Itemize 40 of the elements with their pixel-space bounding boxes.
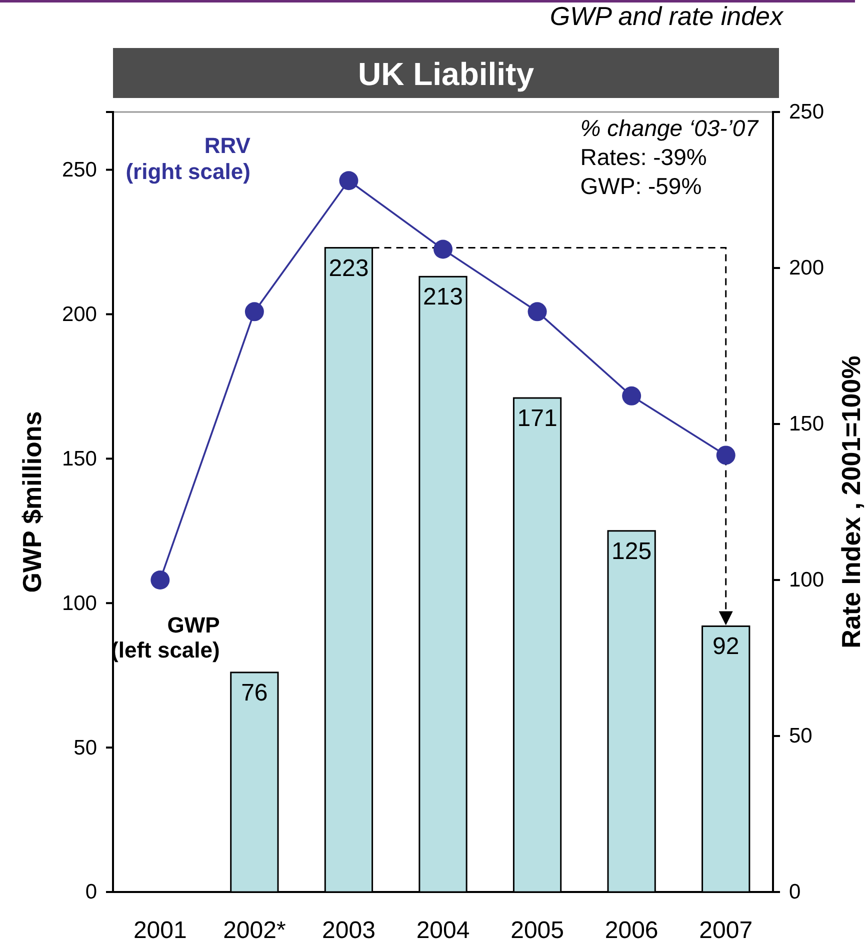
x-tick-label: 2001 xyxy=(133,917,187,941)
text: RRV (right scale) xyxy=(126,133,251,184)
x-tick-label: 2003 xyxy=(322,917,376,941)
x-tick-label: 2004 xyxy=(416,917,470,941)
y2-tick-label: 50 xyxy=(789,724,812,748)
y2-tick-label: 200 xyxy=(789,256,824,280)
x-tick-label: 2005 xyxy=(510,917,564,941)
data-label: 76 xyxy=(241,679,268,706)
y2-tick-label: 0 xyxy=(789,880,801,904)
x-tick-label: 2002* xyxy=(223,917,286,941)
y-tick-label: 0 xyxy=(85,880,97,904)
data-label: 125 xyxy=(612,538,652,565)
point xyxy=(716,446,736,465)
y-axis-title: GWP $millions xyxy=(17,411,47,593)
data-label: 223 xyxy=(328,254,369,282)
chart-subtitle: GWP and rate index xyxy=(550,1,784,31)
y2-tick-label: 100 xyxy=(789,568,824,592)
y-tick-label: 50 xyxy=(74,736,97,760)
point xyxy=(528,302,547,322)
data-label: 213 xyxy=(422,284,464,311)
y-tick-label: 100 xyxy=(62,592,97,615)
point xyxy=(339,171,358,190)
x-tick-label: 2006 xyxy=(604,917,658,941)
point xyxy=(622,386,642,406)
y2-axis-title: Rate Index , 2001=100% xyxy=(836,356,866,648)
y2-tick-label: 150 xyxy=(789,412,824,436)
annotation: GWP: -59% xyxy=(580,173,702,199)
x-tick-label: 2007 xyxy=(699,917,753,941)
y-tick-label: 250 xyxy=(62,158,97,182)
annotation: % change ‘03-’07 xyxy=(580,115,760,141)
y2-tick-label: 250 xyxy=(789,100,824,124)
y-tick-label: 150 xyxy=(62,447,97,470)
point xyxy=(434,240,452,259)
point xyxy=(244,302,264,322)
chart-title: UK Liability xyxy=(358,56,534,92)
data-label: 92 xyxy=(712,633,740,660)
y-tick-label: 200 xyxy=(62,302,97,326)
annotation: Rates: -39% xyxy=(580,144,707,170)
data-label: 171 xyxy=(517,405,558,432)
point xyxy=(150,570,170,590)
